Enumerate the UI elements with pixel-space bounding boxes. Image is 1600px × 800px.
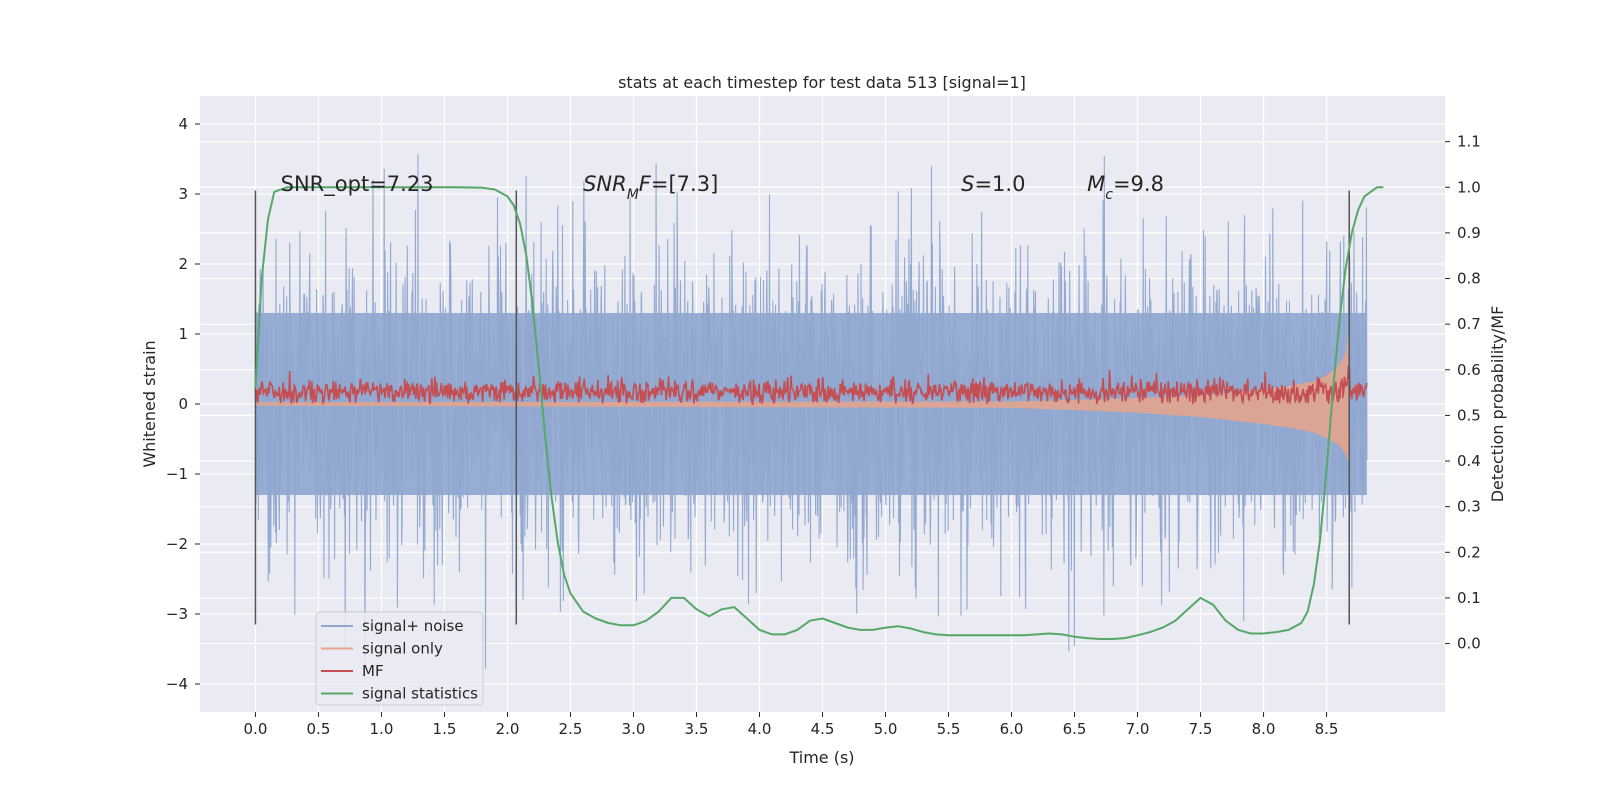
x-tick-label: 2.5	[559, 720, 583, 738]
y-right-tick-label: 0.2	[1457, 543, 1481, 561]
annotation-0: SNR_opt=7.23	[281, 172, 434, 197]
x-tick-label: 8.0	[1252, 720, 1276, 738]
legend-label: signal+ noise	[362, 617, 464, 635]
x-tick-label: 4.0	[748, 720, 772, 738]
y-right-tick-label: 0.1	[1457, 589, 1481, 607]
annotation-part: S	[961, 172, 974, 196]
mf-trace	[254, 365, 1368, 406]
y-axis-label: Whitened strain	[140, 340, 159, 467]
annotation-part: =1.0	[974, 172, 1025, 196]
annotation-part: =9.8	[1113, 172, 1164, 196]
y-tick-label: −4	[166, 675, 188, 693]
legend-label: signal statistics	[362, 685, 478, 703]
x-axis-label: Time (s)	[788, 748, 854, 767]
y-axis-right-ticks: 1.1 1.0 0.9 0.8 0.7 0.6 0.5 0.4 0.3 0.2 0.1 0.0	[1445, 133, 1481, 653]
series-mf	[254, 365, 1368, 406]
annotation-2: S=1.0	[961, 172, 1025, 196]
annotation-part: c	[1105, 187, 1113, 203]
y-tick-label: 1	[178, 325, 188, 343]
annotation-1: SNRMF=[7.3]	[583, 172, 718, 203]
y-right-tick-label: 0.3	[1457, 498, 1481, 516]
x-tick-label: 6.0	[1000, 720, 1024, 738]
y-right-tick-label: 1.1	[1457, 133, 1481, 151]
y-tick-label: 0	[178, 395, 188, 413]
x-tick-label: 5.0	[874, 720, 898, 738]
y-tick-label: −1	[166, 465, 188, 483]
y-right-tick-label: 0.8	[1457, 270, 1481, 288]
annotations: SNR_opt=7.23 SNRMF=[7.3] S=1.0 Mc=9.8	[281, 172, 1164, 203]
x-tick-label: 6.5	[1063, 720, 1087, 738]
annotation-part: M	[1087, 172, 1105, 196]
x-tick-label: 3.5	[685, 720, 709, 738]
series-signal-statistics	[254, 186, 1384, 640]
y-right-tick-label: 0.9	[1457, 224, 1481, 242]
y-right-tick-label: 0.4	[1457, 452, 1481, 470]
x-tick-label: 4.5	[811, 720, 835, 738]
x-tick-label: 0.0	[244, 720, 268, 738]
legend-label: signal only	[362, 640, 443, 658]
annotation-part: F=[7.3]	[639, 172, 718, 196]
y-tick-label: 3	[178, 185, 188, 203]
x-tick-label: 0.5	[307, 720, 331, 738]
annotation-part: =[7.3]	[651, 172, 718, 196]
annotation-3: Mc=9.8	[1087, 172, 1164, 203]
annotation-part: M	[627, 187, 639, 203]
x-tick-label: 7.0	[1126, 720, 1150, 738]
y-right-tick-label: 0.6	[1457, 361, 1481, 379]
legend: signal+ noise signal only MF signal statist…	[315, 611, 484, 706]
x-tick-label: 5.5	[937, 720, 961, 738]
x-axis-ticks: 0.0 0.5 1.0 1.5 2.0 2.5 3.0 3.5 4.0 4.5 5.0 5.5 6.0 6…	[244, 712, 1339, 738]
y-right-tick-label: 0.5	[1457, 406, 1481, 424]
y-axis-left-ticks: 4 3 2 1 0 −1 −2 −3 −4	[166, 115, 200, 693]
annotation-part: SNR	[583, 172, 627, 196]
y-tick-label: 2	[178, 255, 188, 273]
y-right-tick-label: 1.0	[1457, 178, 1481, 196]
x-tick-label: 1.0	[370, 720, 394, 738]
x-tick-label: 2.0	[496, 720, 520, 738]
y-tick-label: −3	[166, 605, 188, 623]
signal-statistics-line	[254, 186, 1384, 640]
y-axis-right-label: Detection probability/MF	[1488, 306, 1507, 503]
x-tick-label: 7.5	[1189, 720, 1213, 738]
annotation-part: F	[639, 172, 652, 196]
vertical-markers	[254, 190, 1350, 625]
x-tick-label: 3.0	[622, 720, 646, 738]
legend-box	[315, 611, 484, 706]
x-tick-label: 1.5	[433, 720, 457, 738]
x-tick-label: 8.5	[1315, 720, 1339, 738]
y-tick-label: 4	[178, 115, 188, 133]
y-tick-label: −2	[166, 535, 188, 553]
y-right-tick-label: 0.0	[1457, 635, 1481, 653]
legend-label: MF	[362, 662, 384, 680]
y-right-tick-label: 0.7	[1457, 315, 1481, 333]
noise-trace	[254, 153, 1368, 680]
chart-title: stats at each timestep for test data 513…	[618, 73, 1026, 92]
